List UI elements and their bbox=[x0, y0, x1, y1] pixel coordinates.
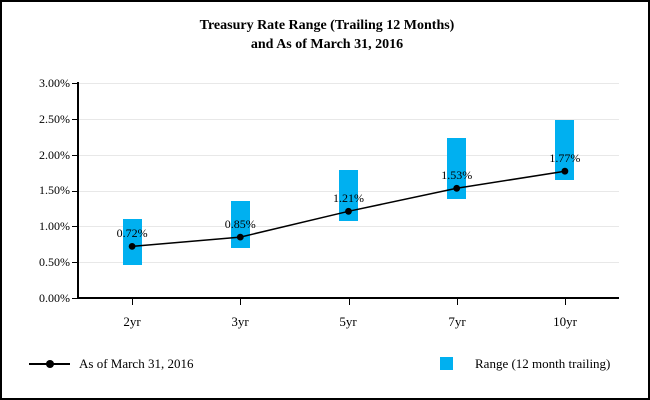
chart-title-line1: Treasury Rate Range (Trailing 12 Months) bbox=[199, 18, 455, 33]
y-axis-tick bbox=[72, 154, 78, 156]
x-axis-line bbox=[77, 297, 619, 299]
gridline bbox=[78, 154, 619, 156]
legend-range-swatch bbox=[440, 357, 453, 370]
gridline bbox=[78, 83, 619, 84]
chart-title-line2: and As of March 31, 2016 bbox=[250, 37, 404, 52]
y-axis-tick bbox=[72, 226, 78, 228]
legend-line-label: As of March 31, 2016 bbox=[79, 356, 194, 371]
x-axis-tick bbox=[348, 299, 350, 305]
rate-marker bbox=[345, 207, 352, 215]
y-tick-label-3: 1.50% bbox=[39, 183, 70, 197]
y-axis-tick bbox=[72, 262, 78, 264]
point-label: 1.21% bbox=[333, 191, 364, 206]
legend-marker-dot-icon bbox=[46, 360, 54, 368]
x-category-label-5yr: 5yr bbox=[339, 314, 357, 329]
range-bar bbox=[339, 170, 358, 221]
rate-marker bbox=[453, 184, 461, 192]
point-label: 1.53% bbox=[441, 168, 473, 183]
gridline bbox=[78, 226, 619, 228]
point-label: 0.72% bbox=[116, 226, 148, 241]
point-label: 0.85% bbox=[224, 217, 256, 232]
x-category-label-2yr: 2yr bbox=[123, 314, 141, 329]
rate-marker bbox=[236, 233, 244, 241]
y-axis-tick bbox=[72, 298, 78, 299]
x-axis-tick bbox=[132, 299, 134, 305]
x-axis-tick bbox=[456, 299, 458, 305]
y-axis-tick bbox=[72, 190, 78, 192]
gridline bbox=[78, 118, 619, 120]
y-axis-line bbox=[77, 82, 79, 299]
y-tick-label-2: 1.00% bbox=[39, 219, 70, 233]
y-tick-label-0: 0.00% bbox=[39, 291, 70, 305]
y-axis-tick bbox=[72, 83, 78, 84]
y-tick-label-1: 0.50% bbox=[39, 255, 70, 269]
legend: As of March 31, 2016 Range (12 month tra… bbox=[2, 350, 648, 380]
y-tick-label-5: 2.50% bbox=[39, 112, 70, 126]
range-bar bbox=[447, 138, 467, 200]
y-axis-tick bbox=[72, 118, 78, 120]
range-bar bbox=[122, 219, 142, 266]
point-label: 1.77% bbox=[549, 151, 581, 166]
x-category-label-7yr: 7yr bbox=[448, 314, 466, 329]
range-bar bbox=[555, 119, 575, 180]
gridline bbox=[78, 262, 619, 264]
y-tick-label-4: 2.00% bbox=[39, 148, 70, 162]
y-tick-label-6: 3.00% bbox=[39, 76, 70, 90]
x-axis-tick bbox=[564, 299, 566, 305]
x-axis-tick bbox=[240, 299, 242, 305]
rate-marker bbox=[561, 167, 569, 175]
x-category-label-10yr: 10yr bbox=[553, 314, 577, 329]
legend-range-label: Range (12 month trailing) bbox=[475, 356, 611, 371]
rate-marker bbox=[128, 243, 136, 250]
x-category-label-3yr: 3yr bbox=[231, 314, 249, 329]
chart-title: Treasury Rate Range (Trailing 12 Months)… bbox=[2, 16, 648, 54]
